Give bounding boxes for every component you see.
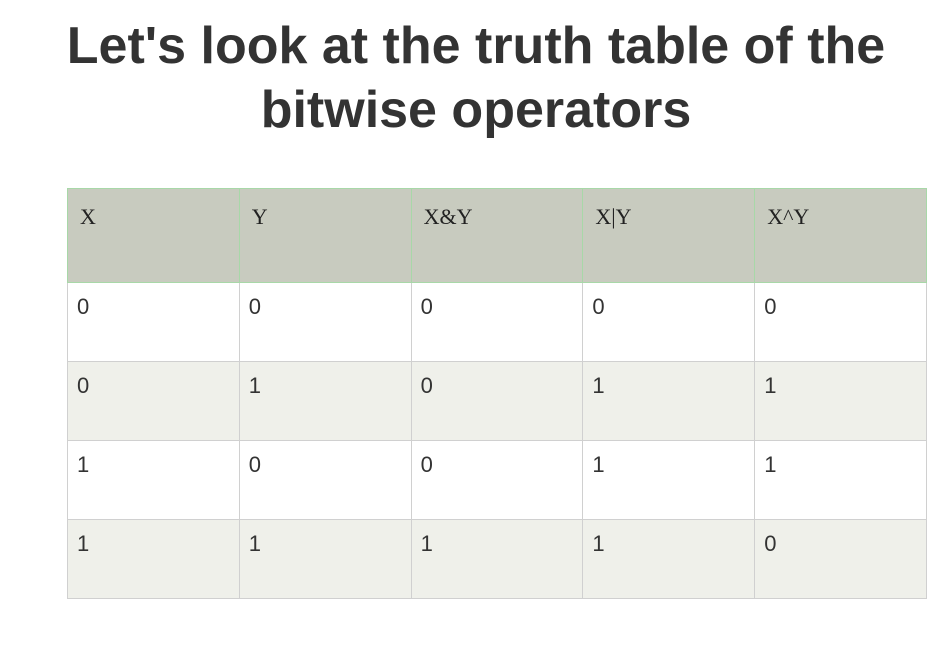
header-or: X|Y bbox=[582, 188, 756, 283]
header-and: X&Y bbox=[410, 188, 584, 283]
table-cell: 0 bbox=[238, 440, 412, 520]
slide-title-line-2: bitwise operators bbox=[260, 81, 692, 139]
table-cell: 1 bbox=[582, 440, 756, 520]
table-cell: 1 bbox=[238, 519, 412, 599]
table-cell: 0 bbox=[754, 282, 927, 362]
table-cell: 1 bbox=[238, 361, 412, 441]
table-cell: 1 bbox=[754, 361, 927, 441]
table-cell: 0 bbox=[410, 282, 584, 362]
table-header-row: X Y X&Y X|Y X^Y bbox=[67, 188, 927, 283]
table-row: 0 1 0 1 1 bbox=[67, 361, 927, 441]
slide-title: Let's look at the truth table of the bit… bbox=[0, 14, 952, 142]
table-row: 1 0 0 1 1 bbox=[67, 440, 927, 520]
table-cell: 1 bbox=[582, 519, 756, 599]
table-cell: 1 bbox=[67, 519, 240, 599]
table-cell: 0 bbox=[754, 519, 927, 599]
table-row: 1 1 1 1 0 bbox=[67, 519, 927, 599]
table-cell: 0 bbox=[582, 282, 756, 362]
table-cell: 1 bbox=[582, 361, 756, 441]
table-cell: 0 bbox=[67, 282, 240, 362]
slide-title-line-1: Let's look at the truth table of the bbox=[66, 17, 886, 75]
table-cell: 1 bbox=[754, 440, 927, 520]
table-cell: 1 bbox=[67, 440, 240, 520]
table-cell: 0 bbox=[238, 282, 412, 362]
table-cell: 0 bbox=[410, 361, 584, 441]
table-cell: 0 bbox=[410, 440, 584, 520]
header-x: X bbox=[67, 188, 240, 283]
header-y: Y bbox=[238, 188, 412, 283]
truth-table: X Y X&Y X|Y X^Y 0 0 0 0 0 0 1 0 1 1 1 0 … bbox=[67, 188, 927, 599]
table-row: 0 0 0 0 0 bbox=[67, 282, 927, 362]
header-xor: X^Y bbox=[754, 188, 927, 283]
table-cell: 1 bbox=[410, 519, 584, 599]
table-cell: 0 bbox=[67, 361, 240, 441]
